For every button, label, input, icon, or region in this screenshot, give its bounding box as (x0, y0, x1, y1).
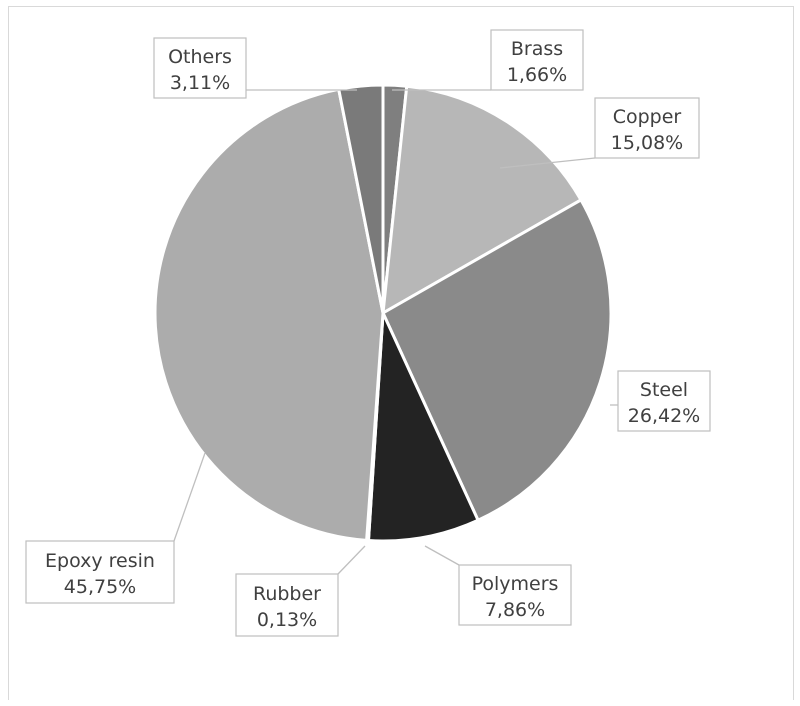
slice-name-label: Others (168, 46, 232, 68)
data-label-steel: Steel 26,42% (617, 370, 711, 432)
pie-slice-others (336, 83, 385, 314)
data-label-rubber: Rubber 0,13% (235, 573, 339, 637)
label-box (458, 564, 572, 626)
slice-name-label: Copper (613, 106, 682, 128)
slice-name-label: Polymers (472, 573, 559, 595)
data-label-epoxy-resin: Epoxy resin 45,75% (25, 540, 175, 604)
leader-line-rubber (337, 545, 366, 575)
label-box (153, 37, 247, 99)
slice-percent-label: 0,13% (257, 609, 317, 631)
pie-slices (153, 83, 613, 543)
pie-slice-polymers (366, 312, 481, 543)
pie-slice-epoxy-resin (153, 87, 385, 543)
data-labels: Brass 1,66% Copper 15,08% Steel 26,42% Polymer… (25, 29, 711, 637)
slice-percent-label: 1,66% (507, 64, 567, 86)
chart-frame (8, 6, 794, 700)
slice-percent-label: 15,08% (611, 132, 683, 154)
leader-line-epoxy-resin (173, 452, 206, 542)
slice-percent-label: 7,86% (485, 599, 545, 621)
label-box (617, 370, 711, 432)
pie-slice-steel (381, 197, 613, 523)
label-box (235, 573, 339, 637)
slice-name-label: Rubber (253, 583, 321, 605)
label-box (25, 540, 175, 604)
slice-name-label: Epoxy resin (45, 550, 155, 572)
leader-lines (173, 89, 618, 575)
leader-line-copper (499, 157, 596, 169)
data-label-others: Others 3,11% (153, 37, 247, 99)
data-label-copper: Copper 15,08% (594, 97, 700, 159)
slice-name-label: Steel (640, 379, 688, 401)
data-label-polymers: Polymers 7,86% (458, 564, 572, 626)
slice-percent-label: 3,11% (170, 72, 230, 94)
data-label-brass: Brass 1,66% (490, 29, 584, 91)
slice-name-label: Brass (511, 38, 563, 60)
pie-slice-copper (381, 84, 584, 316)
leader-line-polymers (424, 545, 460, 566)
slice-percent-label: 45,75% (64, 576, 136, 598)
slice-percent-label: 26,42% (628, 405, 700, 427)
label-box (490, 29, 584, 91)
label-box (594, 97, 700, 159)
